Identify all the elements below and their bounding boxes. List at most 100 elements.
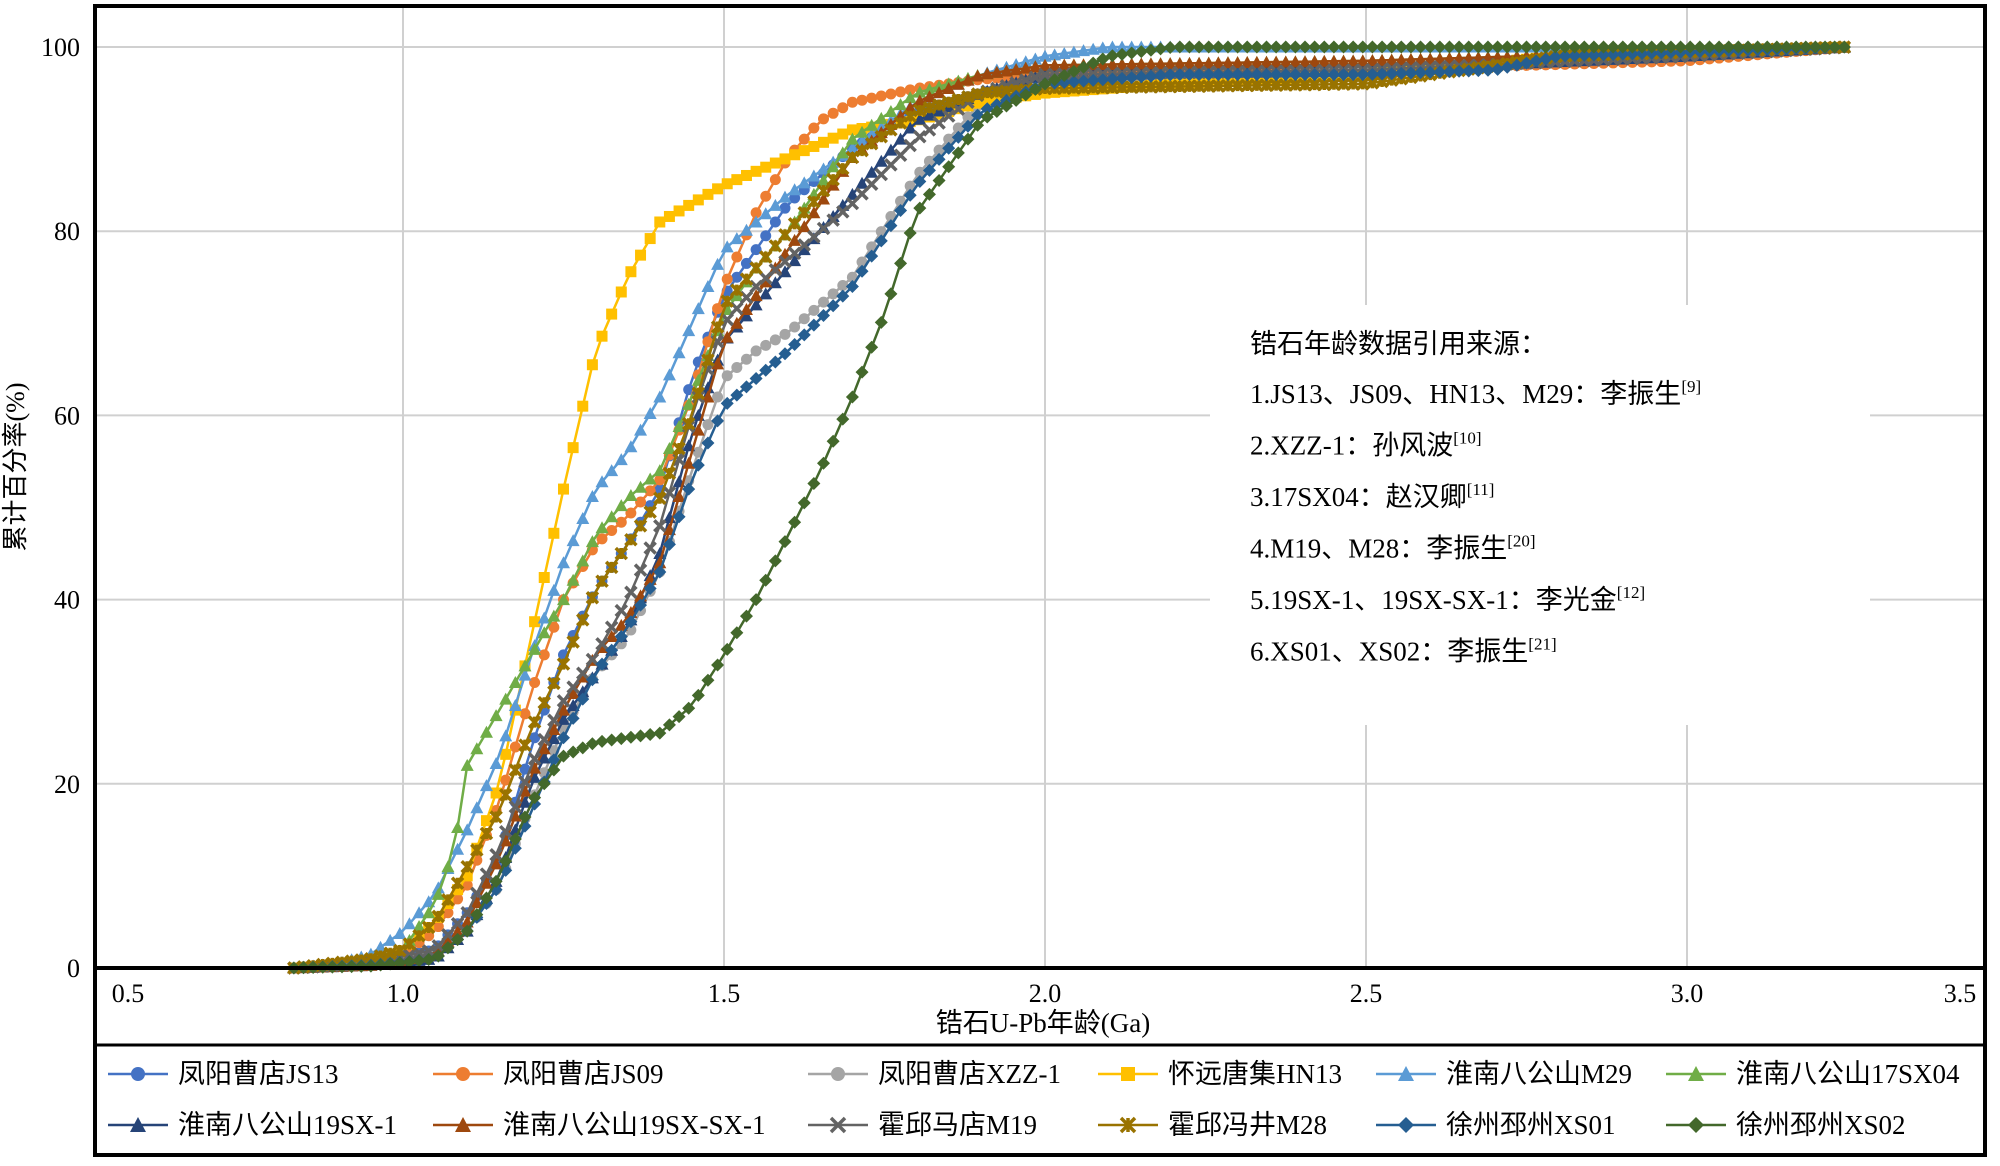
data-point (895, 86, 907, 98)
data-point (701, 390, 715, 403)
data-point (1240, 56, 1254, 69)
data-point (778, 190, 792, 203)
data-point (759, 363, 773, 377)
data-point (1298, 55, 1312, 68)
data-point (1308, 55, 1322, 68)
data-point (1529, 40, 1543, 54)
data-point (1038, 49, 1052, 62)
data-point (653, 390, 667, 403)
annotation-text: 1.JS13、JS09、HN13、M29：李振生 (1250, 379, 1681, 409)
data-point (635, 249, 647, 261)
data-point (1731, 40, 1745, 54)
y-tick-label: 0 (67, 954, 80, 983)
data-point (672, 489, 686, 502)
data-point (662, 486, 677, 500)
data-point (768, 239, 783, 253)
data-point (787, 217, 802, 231)
data-point (874, 234, 888, 248)
data-point (662, 537, 676, 551)
data-point (759, 573, 773, 587)
source-annotation: 锆石年龄数据引用来源： 1.JS13、JS09、HN13、M29：李振生[9] 2.… (1250, 329, 1701, 667)
data-point (1741, 40, 1755, 54)
data-point (817, 456, 831, 470)
data-point (1760, 40, 1774, 54)
data-point (1077, 44, 1091, 57)
data-point (1442, 65, 1456, 79)
data-point (1520, 56, 1533, 70)
data-point (1105, 40, 1119, 53)
data-point (922, 101, 937, 115)
data-point (913, 85, 927, 98)
data-point (1385, 40, 1399, 54)
data-point (1356, 68, 1370, 82)
data-point (779, 328, 791, 340)
data-point (442, 907, 454, 919)
data-point (1558, 49, 1572, 63)
data-point (970, 87, 985, 101)
data-point (604, 620, 619, 634)
data-point (1279, 40, 1293, 54)
data-point (981, 95, 993, 107)
data-point (596, 330, 608, 342)
data-point (1520, 40, 1533, 54)
data-point (1433, 65, 1447, 79)
x-axis-label: 锆石U-Pb年龄(Ga) (936, 1008, 1150, 1038)
data-point (556, 657, 571, 671)
data-point (1616, 40, 1630, 54)
data-point (1067, 58, 1081, 71)
data-point (479, 826, 494, 841)
data-point (672, 346, 686, 359)
annotation-background (1210, 305, 1870, 725)
data-point (595, 574, 609, 588)
data-point (508, 800, 523, 814)
legend-label: 凤阳曹店JS09 (503, 1059, 664, 1089)
data-point (585, 652, 600, 667)
data-point (624, 585, 638, 599)
data-point (1625, 40, 1639, 54)
data-point (1645, 40, 1659, 54)
data-point (585, 535, 599, 548)
data-point (739, 609, 753, 623)
legend-marker (1398, 1066, 1414, 1081)
data-point (1442, 40, 1456, 54)
data-point (692, 194, 704, 206)
data-point (1837, 40, 1851, 54)
data-point (913, 130, 927, 144)
data-point (971, 118, 985, 132)
annotation-text: 2.XZZ-1：孙风波 (1250, 431, 1453, 461)
x-tick-label: 0.5 (112, 979, 145, 1008)
data-point (903, 138, 917, 153)
data-point (489, 874, 503, 888)
data-point (769, 174, 781, 186)
data-point (547, 753, 561, 767)
data-point (1702, 40, 1716, 54)
data-point (1404, 66, 1418, 80)
data-point (673, 205, 685, 217)
data-point (798, 145, 810, 157)
data-point (826, 299, 840, 313)
data-point (730, 388, 744, 402)
data-point (518, 810, 532, 824)
data-point (1048, 58, 1062, 71)
data-point (1808, 40, 1822, 54)
legend-label: 霍邱马店M19 (878, 1110, 1037, 1140)
data-point (451, 925, 465, 938)
data-point (769, 216, 781, 228)
data-point (576, 554, 590, 567)
data-point (672, 510, 686, 524)
legend-item: 淮南八公山M29 (1376, 1059, 1632, 1089)
data-point (1279, 55, 1293, 68)
data-point (932, 86, 946, 99)
data-point (1423, 52, 1437, 65)
data-point (1539, 40, 1553, 54)
data-point (451, 842, 465, 855)
data-point (1067, 64, 1081, 78)
data-point (789, 149, 801, 161)
annotation-reference: [11] (1467, 480, 1495, 499)
data-point (1202, 40, 1216, 54)
data-point (778, 535, 792, 549)
data-point (1423, 40, 1437, 54)
data-point (922, 163, 936, 177)
data-point (1096, 41, 1110, 54)
annotation-text: 3.17SX04：赵汉卿 (1250, 482, 1467, 512)
